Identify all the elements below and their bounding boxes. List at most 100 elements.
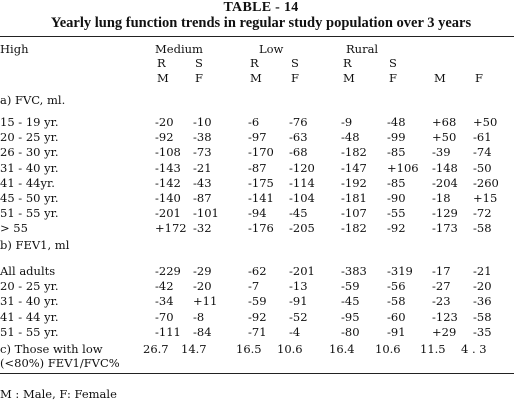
- fvc-cell: -58: [473, 221, 492, 236]
- fvc-cell: -39: [432, 145, 451, 160]
- fev-cell: -27: [432, 279, 451, 294]
- fev-cell: -95: [341, 309, 360, 324]
- fvc-cell: -72: [473, 206, 492, 221]
- fvc-row-label: 26 - 30 yr.: [0, 145, 59, 160]
- fvc-cell: -99: [387, 130, 406, 145]
- fvc-cell: +172: [155, 221, 187, 236]
- section-a-label: a) FVC, ml.: [0, 93, 66, 107]
- header-mf: F: [195, 71, 203, 85]
- fev-cell: -52: [289, 309, 308, 324]
- fev-row-label: 41 - 44 yr.: [0, 309, 59, 324]
- fvc-cell: -204: [432, 175, 458, 190]
- fvc-cell: -85: [387, 145, 406, 160]
- fvc-cell: -141: [248, 191, 274, 205]
- fev-row-label: All adults: [0, 264, 56, 278]
- fvc-cell: +15: [473, 191, 498, 205]
- fvc-row-label: 20 - 25 yr.: [0, 130, 59, 145]
- fvc-cell: -48: [387, 115, 406, 129]
- fvc-cell: -10: [193, 115, 212, 129]
- fev-cell: -70: [155, 309, 174, 324]
- header-rs: R: [157, 56, 166, 70]
- fvc-row-label: 51 - 55 yr.: [0, 206, 59, 221]
- fev-cell: -35: [473, 324, 492, 339]
- fvc-cell: +50: [432, 130, 457, 145]
- fvc-cell: -92: [387, 221, 406, 236]
- fev-cell: -59: [248, 294, 267, 309]
- fev-cell: -13: [289, 279, 308, 294]
- fev-cell: -201: [289, 264, 315, 278]
- fvc-cell: -260: [473, 175, 499, 190]
- fev-cell: -45: [341, 294, 360, 309]
- fvc-cell: -182: [341, 221, 367, 236]
- section-c-cell: 16.4: [329, 342, 355, 356]
- section-c-cell: 10.6: [277, 342, 303, 356]
- fvc-cell: -68: [289, 145, 308, 160]
- fvc-cell: -74: [473, 145, 492, 160]
- fev-cell: -23: [432, 294, 451, 309]
- fvc-cell: -85: [387, 175, 406, 190]
- fvc-row-label: 31 - 40 yr.: [0, 160, 59, 175]
- fvc-cell: -97: [248, 130, 267, 145]
- fev-cell: -229: [155, 264, 181, 278]
- fvc-cell: -48: [341, 130, 360, 145]
- fev-cell: -4: [289, 324, 301, 339]
- fvc-cell: -108: [155, 145, 181, 160]
- fev-cell: -111: [155, 324, 181, 339]
- fvc-cell: -170: [248, 145, 274, 160]
- section-c-cell: 11.5: [420, 342, 446, 356]
- fvc-cell: -76: [289, 115, 308, 129]
- fvc-cell: -104: [289, 191, 315, 205]
- fvc-cell: -192: [341, 175, 367, 190]
- fvc-row-label: > 55: [0, 221, 28, 236]
- fev-cell: -91: [387, 324, 406, 339]
- fev-cell: -123: [432, 309, 458, 324]
- fvc-cell: -142: [155, 175, 181, 190]
- fvc-cell: -94: [248, 206, 267, 221]
- section-c-cell: 16.5: [236, 342, 262, 356]
- top-rule: [0, 36, 514, 37]
- header-mf: M: [343, 71, 355, 85]
- fvc-cell: -101: [193, 206, 219, 221]
- fvc-cell: -176: [248, 221, 274, 236]
- fvc-cell: -107: [341, 206, 367, 221]
- header-rs: S: [389, 56, 397, 70]
- fev-cell: -29: [193, 264, 212, 278]
- fev-cell: -36: [473, 294, 492, 309]
- fvc-cell: -45: [289, 206, 308, 221]
- fev-cell: -58: [387, 294, 406, 309]
- fev-row-label: 31 - 40 yr.: [0, 294, 59, 309]
- section-b-label: b) FEV1, ml: [0, 238, 70, 252]
- fev-cell: -17: [432, 264, 451, 278]
- fvc-cell: -90: [387, 191, 406, 205]
- fvc-cell: -32: [193, 221, 212, 236]
- header-mf: M: [434, 71, 446, 85]
- header-group: Medium: [155, 42, 203, 56]
- fvc-cell: -148: [432, 160, 458, 175]
- fvc-cell: -114: [289, 175, 315, 190]
- header-group: Low: [259, 42, 284, 56]
- fvc-cell: -61: [473, 130, 492, 145]
- fvc-cell: -63: [289, 130, 308, 145]
- fvc-cell: +106: [387, 160, 419, 175]
- fev-cell: -319: [387, 264, 413, 278]
- fvc-cell: -21: [193, 160, 212, 175]
- fvc-cell: +50: [473, 115, 498, 129]
- fev-cell: -80: [341, 324, 360, 339]
- fev-cell: -56: [387, 279, 406, 294]
- header-mf: M: [250, 71, 262, 85]
- fvc-cell: -9: [341, 115, 353, 129]
- fvc-cell: -6: [248, 115, 260, 129]
- fvc-cell: -120: [289, 160, 315, 175]
- fev-cell: -59: [341, 279, 360, 294]
- bottom-rule: [0, 373, 514, 374]
- section-c-label2: (<80%) FEV1/FVC%: [0, 356, 120, 370]
- fvc-cell: -38: [193, 130, 212, 145]
- fev-cell: -91: [289, 294, 308, 309]
- fvc-row-label: 45 - 50 yr.: [0, 191, 59, 205]
- footnote: M : Male, F: Female: [0, 387, 117, 401]
- fev-cell: +29: [432, 324, 457, 339]
- header-group: Rural: [346, 42, 379, 56]
- header-rs: S: [195, 56, 203, 70]
- fvc-cell: -43: [193, 175, 212, 190]
- header-rs: R: [250, 56, 259, 70]
